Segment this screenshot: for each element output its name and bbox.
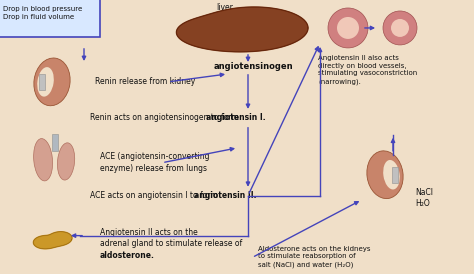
Ellipse shape: [34, 139, 53, 181]
Bar: [53, 134, 57, 151]
Text: angiotensin I.: angiotensin I.: [206, 113, 265, 122]
Circle shape: [391, 19, 409, 37]
Text: ACE acts on angiotensin I to form: ACE acts on angiotensin I to form: [90, 191, 220, 200]
Ellipse shape: [34, 58, 70, 106]
Bar: [392, 167, 398, 183]
Ellipse shape: [37, 67, 54, 97]
Text: Angiotensin II acts on the
adrenal gland to stimulate release of: Angiotensin II acts on the adrenal gland…: [100, 228, 242, 260]
Text: liver: liver: [217, 3, 233, 12]
Circle shape: [337, 17, 359, 39]
Text: Renin acts on angiotensinogen to form: Renin acts on angiotensinogen to form: [90, 113, 241, 122]
Ellipse shape: [57, 143, 75, 180]
Circle shape: [328, 8, 368, 48]
Text: Aldosterone acts on the kidneys
to stimulate reabsorption of
salt (NaCl) and wat: Aldosterone acts on the kidneys to stimu…: [258, 246, 371, 268]
Text: Renin release from kidney: Renin release from kidney: [95, 77, 195, 86]
Ellipse shape: [383, 160, 400, 190]
Ellipse shape: [367, 151, 403, 199]
Text: NaCl
H₂O: NaCl H₂O: [415, 188, 433, 208]
Polygon shape: [176, 7, 308, 52]
Polygon shape: [33, 232, 72, 249]
Text: angiotensinogen: angiotensinogen: [213, 62, 293, 71]
Text: ACE (angiotensin-converting
enzyme) release from lungs: ACE (angiotensin-converting enzyme) rele…: [100, 152, 210, 173]
Text: angiotensin II.: angiotensin II.: [194, 191, 256, 200]
Text: aldosterone.: aldosterone.: [100, 251, 155, 259]
Text: Drop in blood pressure
Drop in fluid volume: Drop in blood pressure Drop in fluid vol…: [3, 6, 82, 20]
Bar: [39, 74, 45, 90]
Circle shape: [383, 11, 417, 45]
Text: Angiotensin II also acts
directly on blood vessels,
stimulating vasoconstriction: Angiotensin II also acts directly on blo…: [318, 55, 417, 85]
